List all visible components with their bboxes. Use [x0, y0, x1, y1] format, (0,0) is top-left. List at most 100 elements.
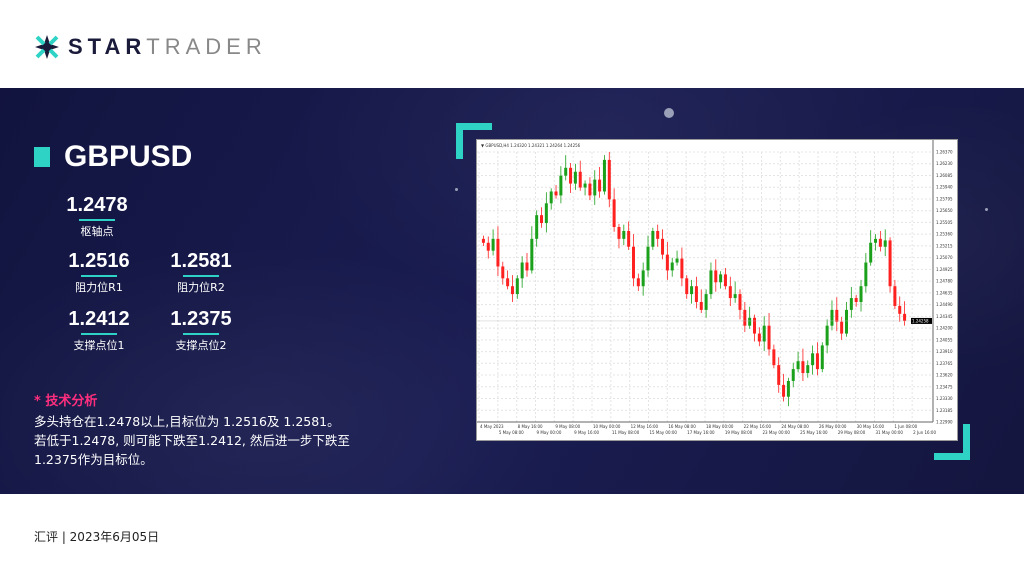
level-label: 支撑点位2: [175, 339, 227, 352]
candle-body: [661, 238, 665, 255]
x-tick-label: 9 May 08:00: [555, 424, 580, 429]
y-tick-label: 1.25795: [936, 196, 953, 201]
candle-body: [544, 203, 548, 224]
candle-body: [549, 191, 553, 204]
level-value: 1.2412: [68, 308, 130, 330]
level-value: 1.2478: [66, 194, 128, 216]
y-tick-label: 1.24925: [936, 267, 953, 272]
candle-body: [694, 286, 698, 302]
y-tick-label: 1.25215: [936, 243, 953, 248]
candle-body: [583, 183, 587, 188]
candle-body: [491, 238, 495, 251]
candle-body: [520, 262, 524, 279]
y-tick-label: 1.26370: [936, 150, 953, 155]
x-tick-label: 15 May 00:00: [650, 430, 678, 435]
candle-body: [481, 238, 485, 243]
pivot-level: 1.2478 枢轴点: [57, 194, 137, 239]
y-tick-label: 1.24200: [936, 326, 953, 331]
corner-bracket-bottom: [934, 424, 970, 460]
candle-body: [554, 191, 558, 196]
y-tick-label: 1.25070: [936, 255, 953, 260]
candle-body: [656, 230, 660, 239]
candle-body: [888, 240, 892, 287]
candle-body: [636, 278, 640, 287]
candle-body: [738, 294, 742, 310]
price-chart: 1.26370 1.26230 1.26085 1.25940 1.25795 1.256…: [476, 139, 958, 441]
x-tick-label: 19 May 08:00: [725, 430, 753, 435]
candle-body: [569, 167, 573, 184]
level-label: 支撑点位1: [73, 339, 125, 352]
candle-body: [767, 325, 771, 350]
candle-body: [486, 242, 490, 251]
y-tick-label: 1.25505: [936, 220, 953, 225]
candle-body: [651, 230, 655, 247]
x-tick-label: 11 May 08:00: [612, 430, 640, 435]
symbol-title: GBPUSD: [34, 140, 192, 174]
accent-square: [34, 147, 50, 167]
candle-body: [733, 294, 737, 299]
candle-body: [627, 230, 631, 247]
candle-body: [593, 179, 597, 196]
symbol-name: GBPUSD: [64, 140, 193, 173]
candle-body: [869, 242, 873, 263]
candle-body: [588, 183, 592, 196]
y-tick-label: 1.23765: [936, 361, 953, 366]
y-tick-label: 1.26230: [936, 161, 953, 166]
candlestick-chart: 1.26370 1.26230 1.26085 1.25940 1.25795 1.256…: [477, 140, 953, 435]
candle-body: [525, 262, 529, 271]
decorative-dot: [664, 108, 674, 118]
candle-body: [849, 298, 853, 310]
candle-body: [757, 333, 761, 342]
candle-body: [510, 286, 514, 295]
candle-body: [874, 238, 878, 243]
s2-level: 1.2375 支撑点位2: [161, 308, 241, 353]
candle-body: [670, 262, 674, 271]
candle-body: [743, 309, 747, 326]
x-tick-label: 12 May 16:00: [631, 424, 659, 429]
candle-body: [820, 345, 824, 370]
candle-body: [641, 270, 645, 287]
candle-body: [598, 179, 602, 192]
y-tick-label: 1.23620: [936, 373, 953, 378]
brand-name: STARTRADER: [68, 34, 267, 60]
level-value: 1.2581: [170, 250, 232, 272]
current-price-label: 1.24258: [912, 318, 929, 323]
y-tick-label: 1.25940: [936, 185, 953, 190]
candle-body: [840, 321, 844, 334]
corner-bracket-top: [456, 123, 492, 159]
candle-body: [665, 254, 669, 271]
brand-bold: STAR: [68, 34, 147, 59]
decorative-dot: [455, 188, 458, 191]
x-tick-label: 31 May 00:00: [876, 430, 904, 435]
candle-body: [573, 171, 577, 184]
candle-body: [903, 313, 907, 321]
candle-body: [535, 215, 539, 239]
candle-body: [782, 384, 786, 397]
x-tick-label: 9 May 16:00: [574, 430, 599, 435]
candle-body: [791, 369, 795, 381]
y-tick-label: 1.23910: [936, 349, 953, 354]
r2-level: 1.2581 阻力位R2: [161, 250, 241, 295]
candle-body: [753, 317, 757, 334]
brand-light: TRADER: [146, 34, 267, 59]
chart-title: ▼ GBPUSD,H4 1.24320 1.24321 1.24264 1.24…: [481, 143, 581, 148]
candle-body: [796, 361, 800, 370]
candle-body: [699, 302, 703, 310]
candle-body: [704, 294, 708, 310]
candle-body: [815, 353, 819, 370]
candle-body: [714, 270, 718, 283]
y-tick-label: 1.24780: [936, 279, 953, 284]
analysis-heading: * 技术分析: [34, 394, 98, 409]
candle-body: [675, 258, 679, 263]
analysis-line: 若低于1.2478, 则可能下跌至1.2412, 然后进一步下跌至: [34, 433, 350, 448]
current-price-badge: [911, 317, 932, 324]
x-tick-label: 30 May 16:00: [857, 424, 885, 429]
candle-body: [612, 199, 616, 227]
y-tick-label: 1.24345: [936, 314, 953, 319]
candle-body: [898, 305, 902, 314]
level-label: 阻力位R2: [177, 281, 225, 294]
candle-body: [786, 380, 790, 397]
candle-body: [728, 286, 732, 299]
analysis-text: 多头持仓在1.2478以上,目标位为 1.2516及 1.2581。 若低于1.…: [34, 412, 454, 469]
x-tick-label: 29 May 08:00: [838, 430, 866, 435]
